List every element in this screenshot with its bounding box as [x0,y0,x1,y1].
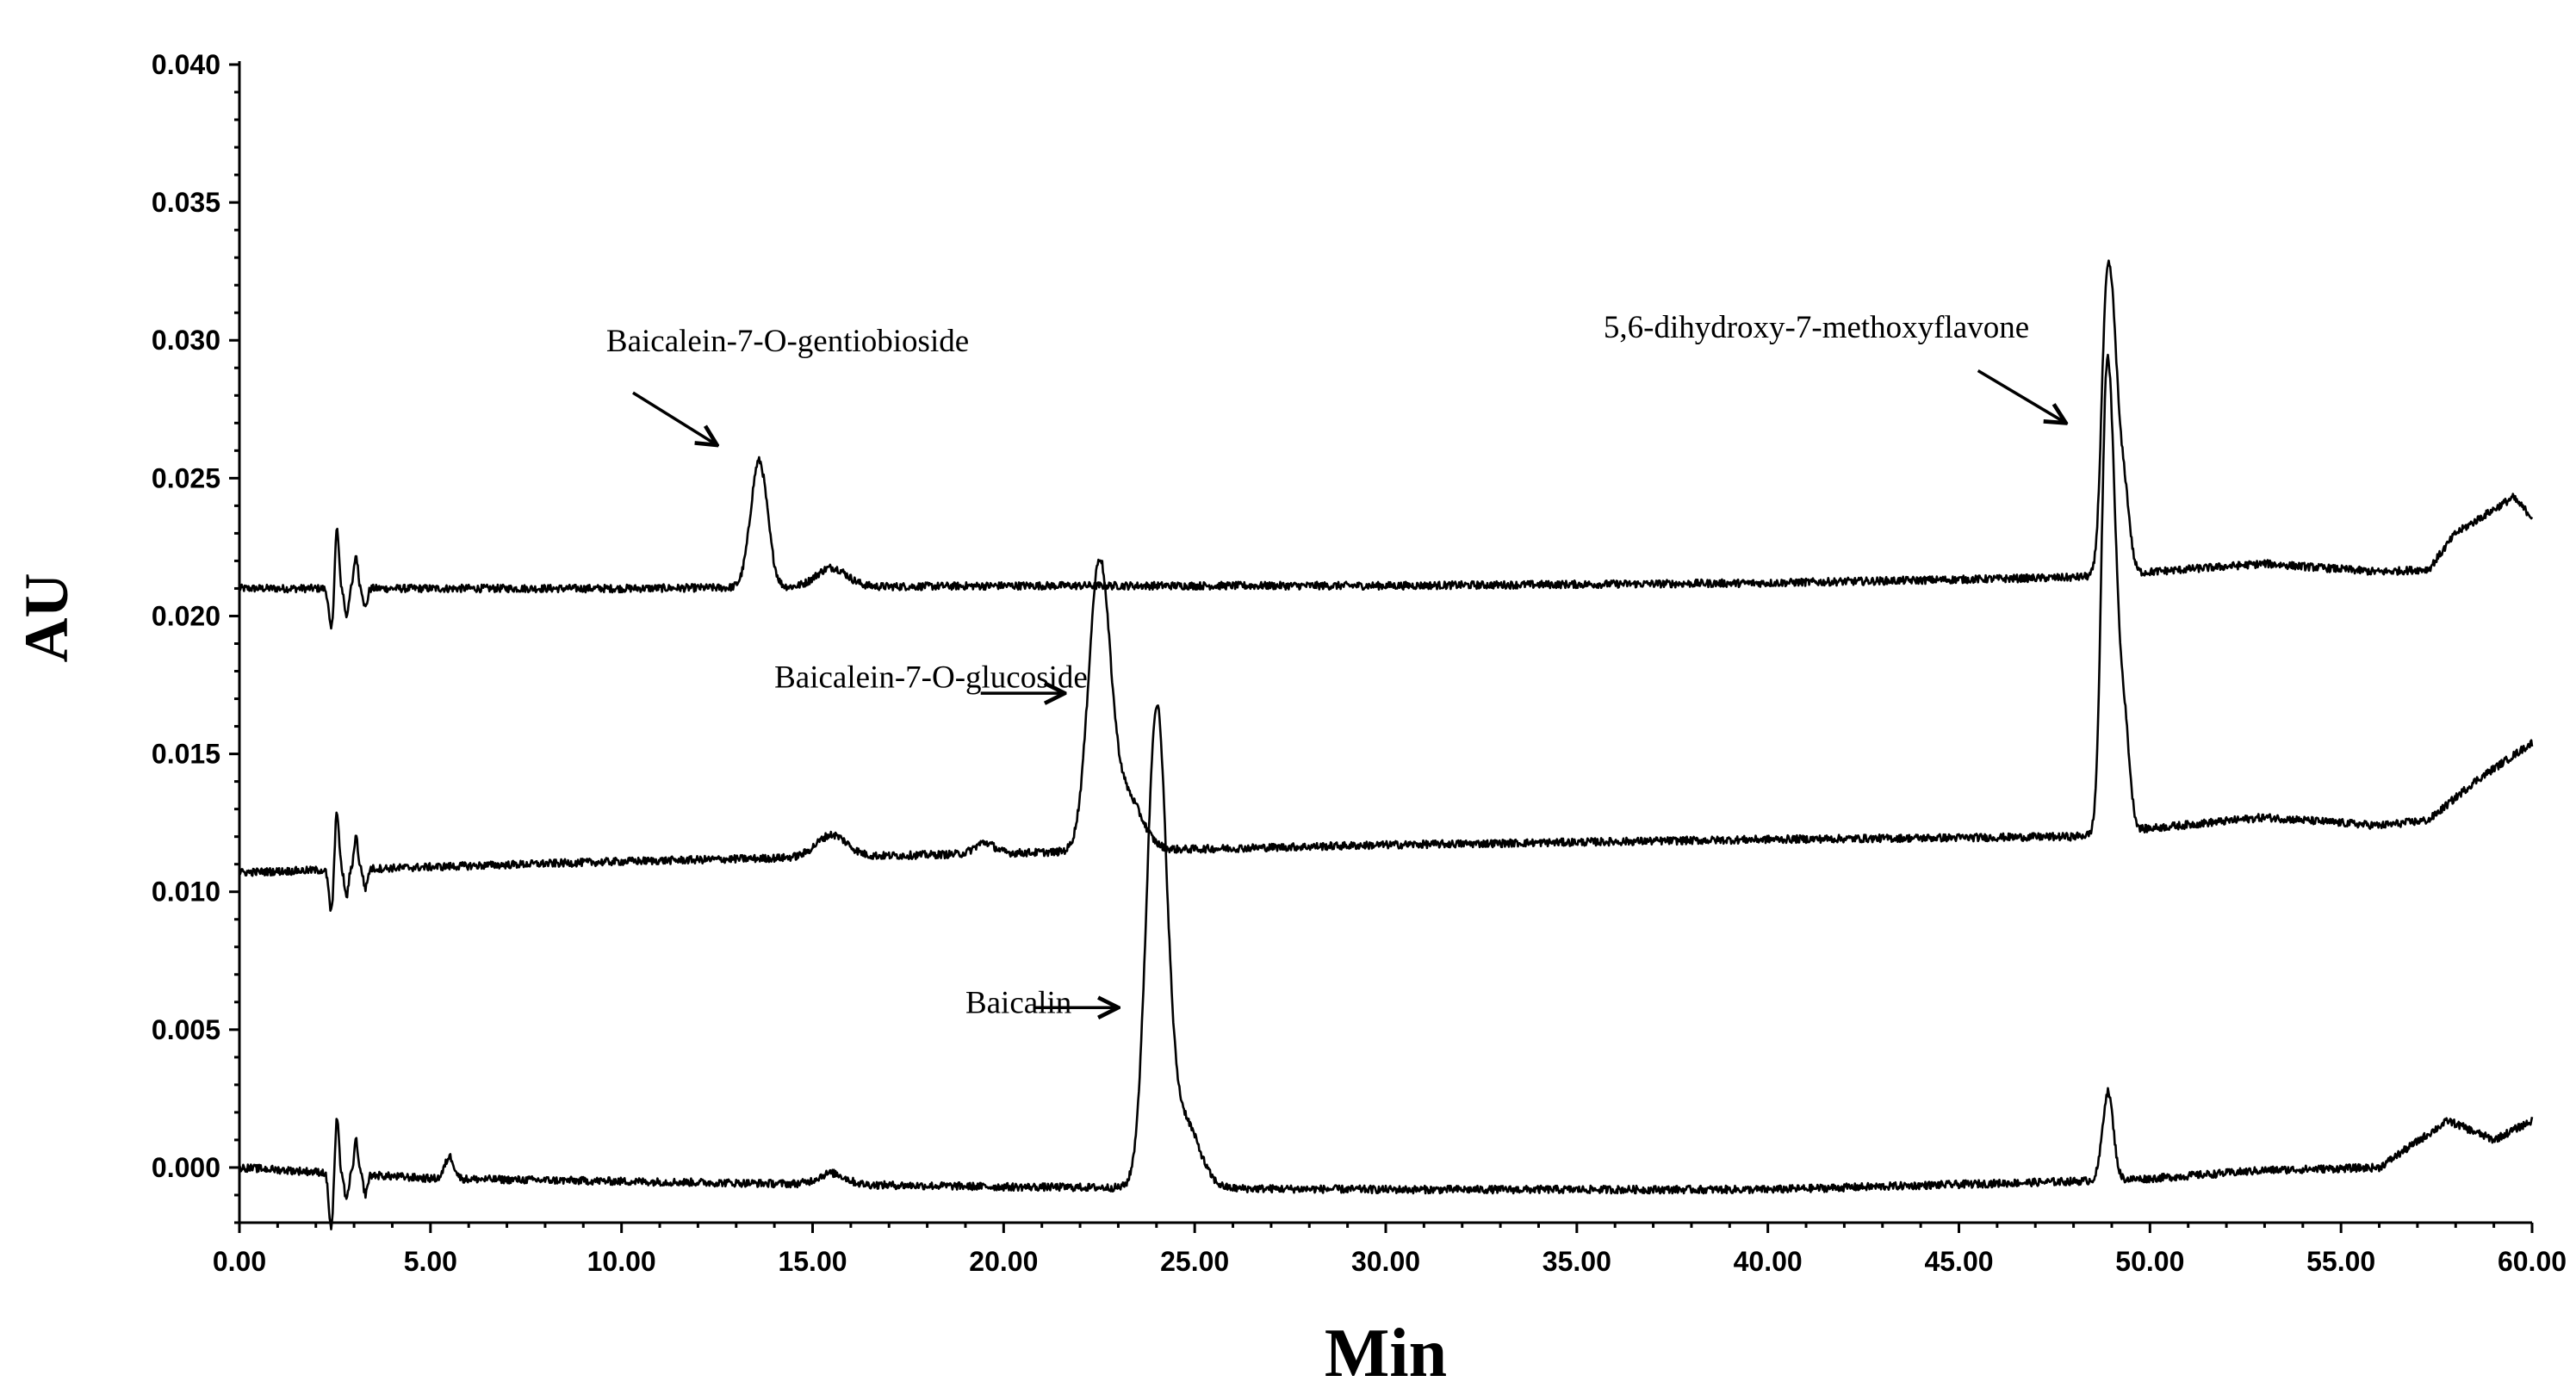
x-tick-label: 55.00 [2306,1246,2375,1277]
x-tick-label: 10.00 [587,1246,656,1277]
y-tick-label: 0.040 [152,49,220,80]
x-tick-label: 0.00 [213,1246,266,1277]
chromatogram-trace-2 [239,353,2534,912]
x-tick-label: 25.00 [1160,1246,1229,1277]
x-axis-title: Min [1325,1316,1447,1391]
x-tick-label: 35.00 [1542,1246,1611,1277]
x-tick-label: 45.00 [1924,1246,1993,1277]
ticks-layer: 0.00 5.00 10.00 15.00 20.00 25.00 30.00 35.00 40… [152,49,2567,1277]
y-tick-label: 0.010 [152,877,220,908]
peak-label: Baicalein-7-O-gentiobioside [606,324,969,359]
x-tick-label: 20.00 [969,1246,1038,1277]
peak-label: Baicalein-7-O-glucoside [774,660,1088,696]
x-tick-label: 5.00 [404,1246,457,1277]
chromatogram-trace-1 [238,259,2534,630]
peak-label: Baicalin [965,986,1071,1021]
y-axis-title: AU [12,573,81,663]
peak-arrow [1977,369,2066,423]
traces-layer [238,259,2534,1230]
x-tick-label: 15.00 [778,1246,847,1277]
x-tick-label: 60.00 [2498,1246,2567,1277]
axes-layer [238,61,2532,1224]
x-tick-label: 40.00 [1734,1246,1803,1277]
y-tick-label: 0.015 [152,739,220,770]
annotations-layer: Baicalein-7-O-gentiobioside Baicalein-7-O… [606,310,2066,1021]
y-tick-label: 0.020 [152,600,220,631]
peak-label: 5,6-dihydroxy-7-methoxyflavone [1604,310,2029,345]
y-tick-label: 0.000 [152,1152,220,1183]
y-tick-label: 0.030 [152,325,220,356]
y-tick-label: 0.035 [152,187,220,218]
y-tick-label: 0.025 [152,462,220,493]
peak-arrow [632,391,717,445]
x-tick-label: 30.00 [1351,1246,1420,1277]
chromatogram-trace-3 [238,704,2534,1230]
x-tick-label: 50.00 [2115,1246,2184,1277]
y-tick-label: 0.005 [152,1014,220,1045]
